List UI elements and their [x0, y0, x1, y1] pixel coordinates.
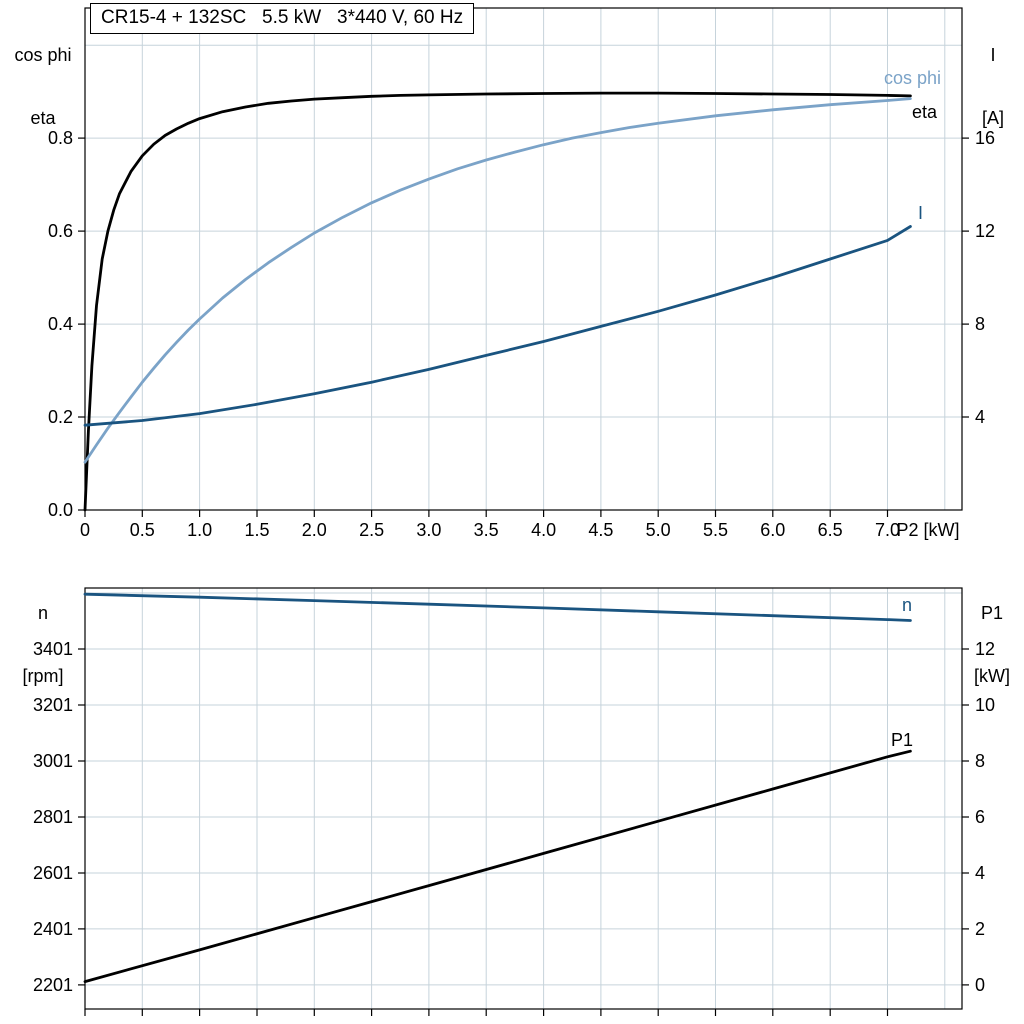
y-tick-label-left: 0.6 [48, 221, 73, 241]
y-tick-label-right: 8 [975, 751, 985, 771]
plot-frame [84, 7, 963, 511]
x-tick-label: 5.0 [646, 520, 671, 540]
x-tick-label: 5.5 [703, 520, 728, 540]
bottom-left-axis-label: n [rpm] [0, 561, 86, 729]
x-tick-label: 3.0 [416, 520, 441, 540]
curve-label-cos-phi: cos phi [884, 68, 941, 88]
x-tick-label: 3.5 [474, 520, 499, 540]
curve-label-p1: P1 [891, 730, 913, 750]
x-tick-label: 6.5 [818, 520, 843, 540]
curve-i [83, 225, 912, 427]
curve-cos-phi [83, 97, 912, 464]
x-tick-label: 0 [80, 520, 90, 540]
y-tick-label-right: 12 [975, 639, 995, 659]
top-right-axis-label: I [A] [964, 3, 1022, 171]
axis-label-current: I [990, 45, 996, 65]
y-tick-label-left: 0.8 [48, 128, 73, 148]
axis-label-p1-unit: [kW] [974, 666, 1010, 686]
y-tick-label-right: 6 [975, 807, 985, 827]
bottom-right-axis-label: P1 [kW] [962, 561, 1022, 729]
y-tick-label-left: 2801 [33, 807, 73, 827]
x-tick-label: 4.5 [588, 520, 613, 540]
top-left-axis-label: cos phi eta [0, 3, 86, 171]
x-tick-label: 0.5 [130, 520, 155, 540]
y-tick-label-right: 10 [975, 695, 995, 715]
x-tick-label: 7.0 [875, 520, 900, 540]
y-tick-label-right: 4 [975, 863, 985, 883]
y-tick-label-left: 3001 [33, 751, 73, 771]
y-tick-label-left: 2201 [33, 975, 73, 995]
axis-label-speed: n [37, 603, 48, 623]
chart-panel-0: 0 0.5 1.0 1.5 2.0 2.5 3.0 3.5 4.0 4.5 5.0 5.5 6.0 6.5… [48, 7, 995, 540]
plot-frame [84, 587, 963, 1010]
chart-title: CR15-4 + 132SC 5.5 kW 3*440 V, 60 Hz [90, 3, 475, 34]
chart-panel-1: 2201 2401 2601 2801 3001 3201 3401 0 2 4 6 8 10 12 n P1 [33, 587, 995, 1016]
y-tick-label-right: 8 [975, 314, 985, 334]
axis-label-p1: P1 [980, 603, 1004, 623]
x-tick-label: 1.5 [244, 520, 269, 540]
y-tick-label-right: 16 [975, 128, 995, 148]
y-tick-label-left: 2401 [33, 919, 73, 939]
y-tick-label-right: 0 [975, 975, 985, 995]
y-tick-label-left: 2601 [33, 863, 73, 883]
axis-label-cos-phi: cos phi [14, 45, 72, 65]
curve-p1 [83, 749, 912, 983]
x-tick-label: 4.0 [531, 520, 556, 540]
curve-label-n: n [902, 595, 912, 615]
x-tick-label: 2.5 [359, 520, 384, 540]
axis-label-speed-unit: [rpm] [22, 666, 64, 686]
axis-label-eta: eta [30, 108, 56, 128]
x-axis-unit-label: P2 [kW] [897, 520, 960, 540]
y-tick-label-left: 0.2 [48, 407, 73, 427]
curve-label-eta: eta [912, 102, 938, 122]
x-tick-label: 1.0 [187, 520, 212, 540]
x-tick-label: 2.0 [302, 520, 327, 540]
y-tick-label-left: 3401 [33, 639, 73, 659]
y-tick-label-left: 3201 [33, 695, 73, 715]
x-tick-label: 6.0 [760, 520, 785, 540]
curve-eta [83, 91, 912, 512]
y-tick-label-left: 0.4 [48, 314, 73, 334]
curve-label-i: I [918, 203, 923, 223]
axis-label-current-unit: [A] [981, 108, 1004, 128]
y-tick-label-right: 4 [975, 407, 985, 427]
y-tick-label-right: 12 [975, 221, 995, 241]
y-tick-label-left: 0.0 [48, 500, 73, 520]
y-tick-label-right: 2 [975, 919, 985, 939]
curve-n [83, 592, 912, 622]
